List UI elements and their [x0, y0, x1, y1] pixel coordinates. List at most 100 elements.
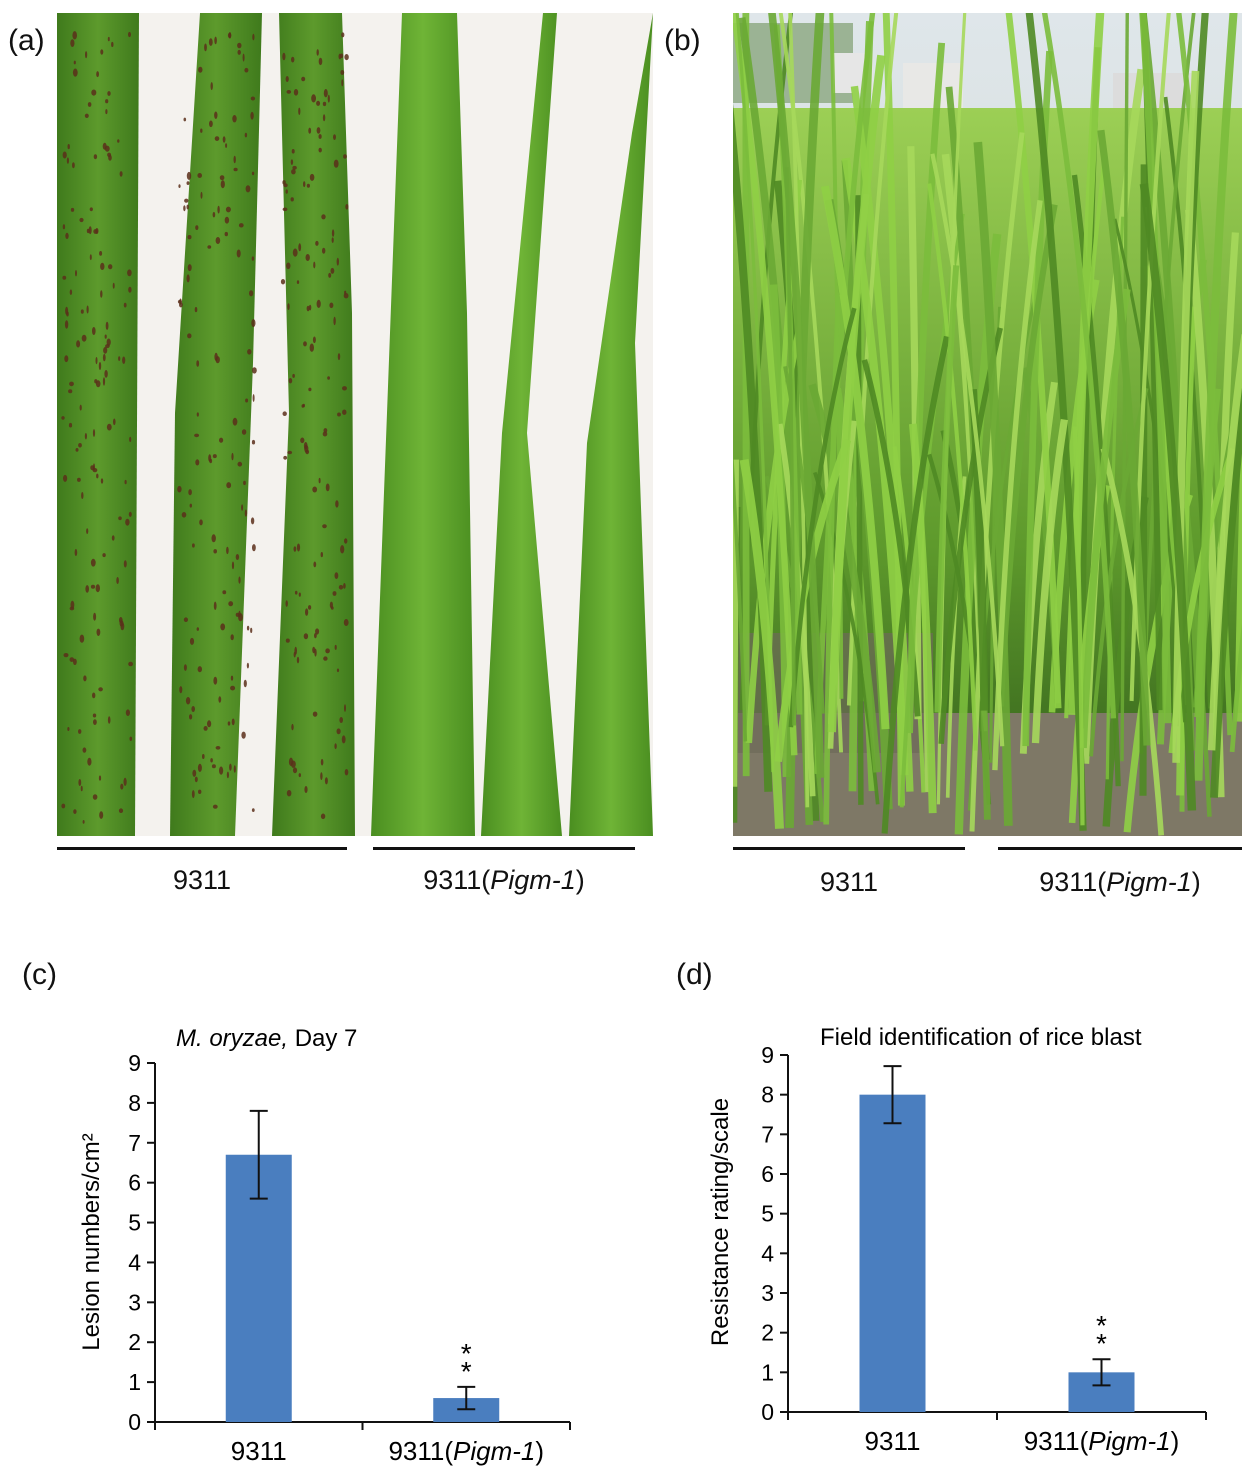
lesion-spot [212, 211, 216, 218]
lesion-spot [226, 771, 229, 779]
lesion-spot [100, 49, 104, 55]
lesion-spot [292, 373, 295, 378]
lesion-spot [102, 353, 106, 362]
lesion-spot [202, 754, 205, 759]
lesion-spot [73, 809, 77, 814]
lesion-spot [329, 601, 333, 609]
lesion-spot [87, 102, 92, 107]
chart-d-ytick-label: 0 [761, 1399, 774, 1425]
lesion-spot [333, 316, 336, 326]
lesion-spot [127, 269, 132, 277]
lesion-spot [304, 786, 308, 793]
lesion-spot [96, 71, 99, 78]
chart-c-ytick-label: 4 [128, 1249, 141, 1275]
rice-blade [739, 458, 784, 829]
lesion-spot [305, 254, 310, 261]
lesion-spot [78, 779, 82, 786]
lesion-spot [195, 225, 199, 231]
lesion-spot [88, 226, 92, 235]
chart-d-title: Field identification of rice blast [820, 1024, 1142, 1051]
lesion-spot [209, 120, 213, 128]
lesion-spot [238, 576, 241, 584]
lesion-spot [280, 279, 286, 285]
lesion-spot [69, 381, 74, 387]
lesion-spot [123, 560, 127, 568]
lesion-spot [118, 516, 122, 521]
lesion-spot [118, 808, 124, 813]
lesion-spot [208, 38, 213, 46]
lesion-spot [283, 455, 288, 460]
lesion-spot [213, 676, 218, 685]
lesion-spot [241, 731, 246, 739]
lesion-spot [306, 183, 310, 188]
chart-d-ytick-label: 9 [761, 1042, 774, 1068]
chart-d-labels: 9311 9311(Pigm-1) [865, 1426, 1180, 1456]
lesion-spot [93, 154, 98, 160]
lesion-spot [102, 553, 106, 558]
lesion-spot [72, 31, 77, 40]
lesion-spot [181, 512, 187, 518]
lesion-spot [72, 162, 75, 169]
lesion-spot [291, 760, 296, 768]
lesion-spot [123, 777, 127, 787]
lesion-spot [105, 321, 109, 330]
lesion-spot [333, 134, 336, 140]
lesion-spot [224, 231, 228, 237]
lesion-spot [67, 144, 70, 150]
lesion-spot [188, 489, 192, 496]
lesion-spot [192, 543, 195, 548]
lesion-spot [78, 729, 82, 734]
lesion-spot [285, 600, 288, 607]
lesion-spot [107, 91, 111, 96]
lesion-spot [322, 101, 327, 107]
diseased-leaf-1 [57, 13, 139, 836]
lesion-spot [225, 206, 231, 213]
lesion-spot [243, 480, 246, 486]
chart-c-ytick-label: 5 [128, 1210, 141, 1236]
lesion-spot [100, 478, 104, 484]
lesion-spot [195, 459, 200, 466]
lesion-spot [93, 612, 97, 621]
lesion-spot [298, 243, 302, 252]
lesion-spot [69, 657, 75, 662]
lesion-spot [86, 305, 89, 314]
lesion-spot [215, 746, 221, 750]
lesion-spot [241, 504, 244, 511]
chart-c-significance-mark: * [461, 1338, 472, 1369]
lesion-spot [128, 31, 131, 38]
lesion-spot [316, 100, 321, 106]
chart-c-category-label: 9311 [231, 1436, 287, 1466]
rice-blade [907, 146, 922, 720]
rice-blade [881, 335, 950, 834]
lesion-spot [246, 662, 249, 669]
lesion-spot [107, 716, 111, 724]
lesion-spot [194, 307, 198, 313]
lesion-spot [204, 43, 207, 52]
rice-blade [768, 13, 825, 778]
lesion-spot [104, 334, 107, 339]
lesion-spot [61, 803, 66, 809]
lesion-spot [106, 338, 111, 346]
lesion-spot [318, 134, 322, 139]
rice-blade [814, 13, 876, 775]
lesion-spots [61, 31, 349, 824]
lesion-spot [338, 585, 344, 590]
lesion-spot [65, 232, 69, 239]
lesion-spot [312, 711, 318, 717]
lesion-spot [285, 76, 289, 82]
lesion-spot [128, 661, 133, 667]
lesion-spot [185, 697, 191, 705]
lesion-spot [91, 89, 97, 96]
lesion-spot [293, 546, 297, 552]
lesion-spot [187, 235, 192, 240]
lesion-spot [229, 763, 232, 771]
chart-c-category-label: 9311(Pigm-1) [388, 1436, 544, 1466]
lesion-spot [290, 159, 294, 165]
lesion-spot [308, 387, 312, 392]
lesion-spot [92, 327, 96, 335]
lesion-spot [340, 70, 345, 75]
lesion-spot [298, 592, 301, 597]
lesion-spot [118, 356, 121, 361]
field-photo [733, 13, 1242, 836]
lesion-spot [86, 228, 90, 234]
